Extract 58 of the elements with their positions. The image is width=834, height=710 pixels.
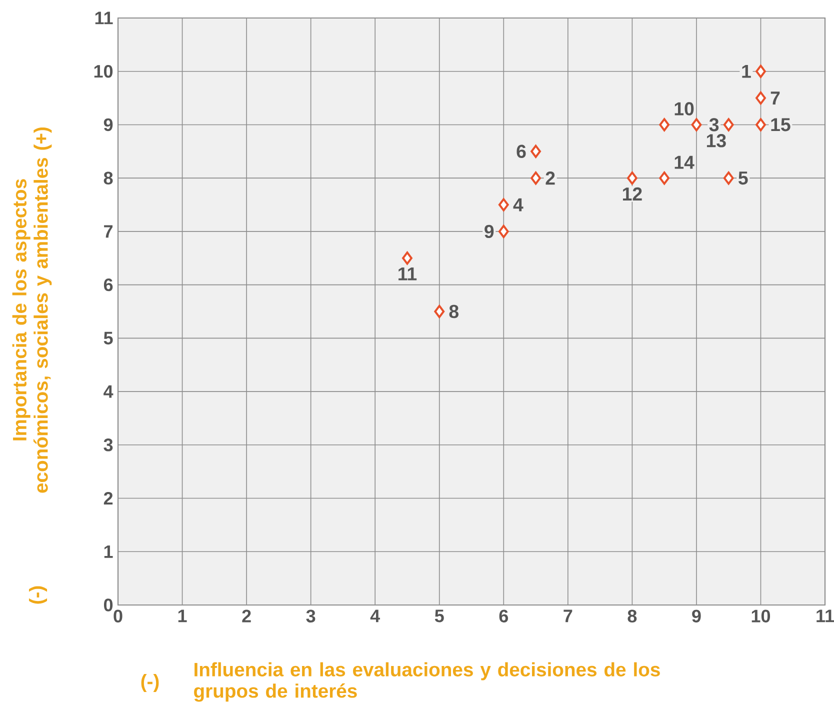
annotation: 11 — [398, 267, 417, 280]
y-tick-label: 6 — [104, 278, 113, 292]
y-tick-label: 9 — [104, 118, 113, 132]
y-tick-label: 10 — [94, 64, 113, 78]
x-tick-label: 10 — [752, 610, 770, 622]
y-tick-label: 11 — [95, 12, 113, 24]
annotation: 10 — [674, 102, 694, 116]
y-tick-label: 7 — [104, 225, 113, 238]
annotation: 1 — [742, 64, 751, 78]
y-tick-label: 5 — [104, 332, 113, 344]
annotation: 8 — [449, 304, 459, 318]
point — [659, 171, 670, 185]
y-tick-label: 0 — [104, 598, 113, 612]
point — [659, 118, 670, 132]
x-tick-label: 2 — [242, 610, 251, 622]
x-tick-label: 7 — [564, 610, 572, 622]
x-tick-label: 3 — [306, 610, 316, 622]
x-tick-label: 1 — [178, 610, 187, 622]
annotation: 14 — [674, 156, 694, 169]
point — [434, 304, 445, 318]
y-tick-label: 3 — [104, 438, 113, 452]
point — [402, 252, 412, 265]
annotation: 3 — [709, 118, 719, 132]
y-tick-label: 2 — [104, 492, 113, 505]
annotation: 15 — [771, 118, 790, 132]
annotation: 4 — [513, 198, 524, 212]
annotation: 5 — [738, 172, 748, 185]
x-tick-label: 4 — [370, 610, 380, 622]
point — [498, 224, 509, 238]
y-tick-label: 4 — [104, 385, 114, 398]
x-tick-label: 11 — [816, 610, 834, 622]
point — [756, 64, 766, 78]
annotation: 13 — [706, 134, 726, 148]
x-tick-label: 6 — [499, 610, 508, 622]
annotation: 2 — [546, 172, 555, 185]
text: (-) — [141, 674, 159, 692]
point — [723, 118, 734, 132]
x-tick-label: 0 — [114, 610, 122, 622]
x-tick-label: 5 — [434, 610, 444, 622]
point — [691, 118, 702, 132]
point — [756, 91, 766, 105]
point — [756, 118, 766, 132]
point — [723, 171, 734, 185]
y-tick-label: 1 — [104, 545, 113, 558]
annotation: 12 — [622, 187, 642, 200]
y-axis-title: Importancia de los aspectos económicos, sociales y ambientales (+) — [12, 128, 52, 493]
point — [498, 198, 509, 212]
point — [530, 171, 541, 185]
x-tick-label: 9 — [692, 610, 701, 622]
point — [530, 144, 541, 158]
point — [626, 171, 638, 185]
x-tick-label: 8 — [628, 610, 637, 622]
annotation: 6 — [516, 144, 526, 158]
x-axis-title: Influencia en las evaluaciones y decisiones de los grupos de interés — [194, 662, 660, 702]
annotation: 9 — [484, 224, 494, 238]
text: (-) — [28, 586, 48, 604]
y-tick-label: 8 — [104, 172, 113, 184]
annotation: 7 — [770, 92, 780, 104]
